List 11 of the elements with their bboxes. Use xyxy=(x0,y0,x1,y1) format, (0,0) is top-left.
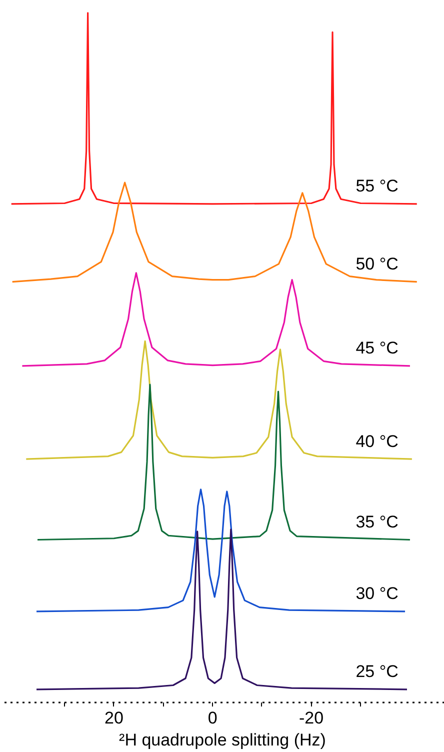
series-label: 30 °C xyxy=(356,584,398,604)
x-tick-label: -20 xyxy=(299,708,324,728)
series-label: 50 °C xyxy=(356,254,398,274)
x-tick-label: 20 xyxy=(104,708,124,728)
x-tick-label: 0 xyxy=(208,708,218,728)
series-label: 35 °C xyxy=(356,512,398,532)
series-label: 40 °C xyxy=(356,432,398,451)
x-axis-title: ²H quadrupole splitting (Hz) xyxy=(119,730,326,750)
series-label: 45 °C xyxy=(356,338,398,358)
series-label: 55 °C xyxy=(356,176,398,196)
series-label: 25 °C xyxy=(356,662,398,682)
